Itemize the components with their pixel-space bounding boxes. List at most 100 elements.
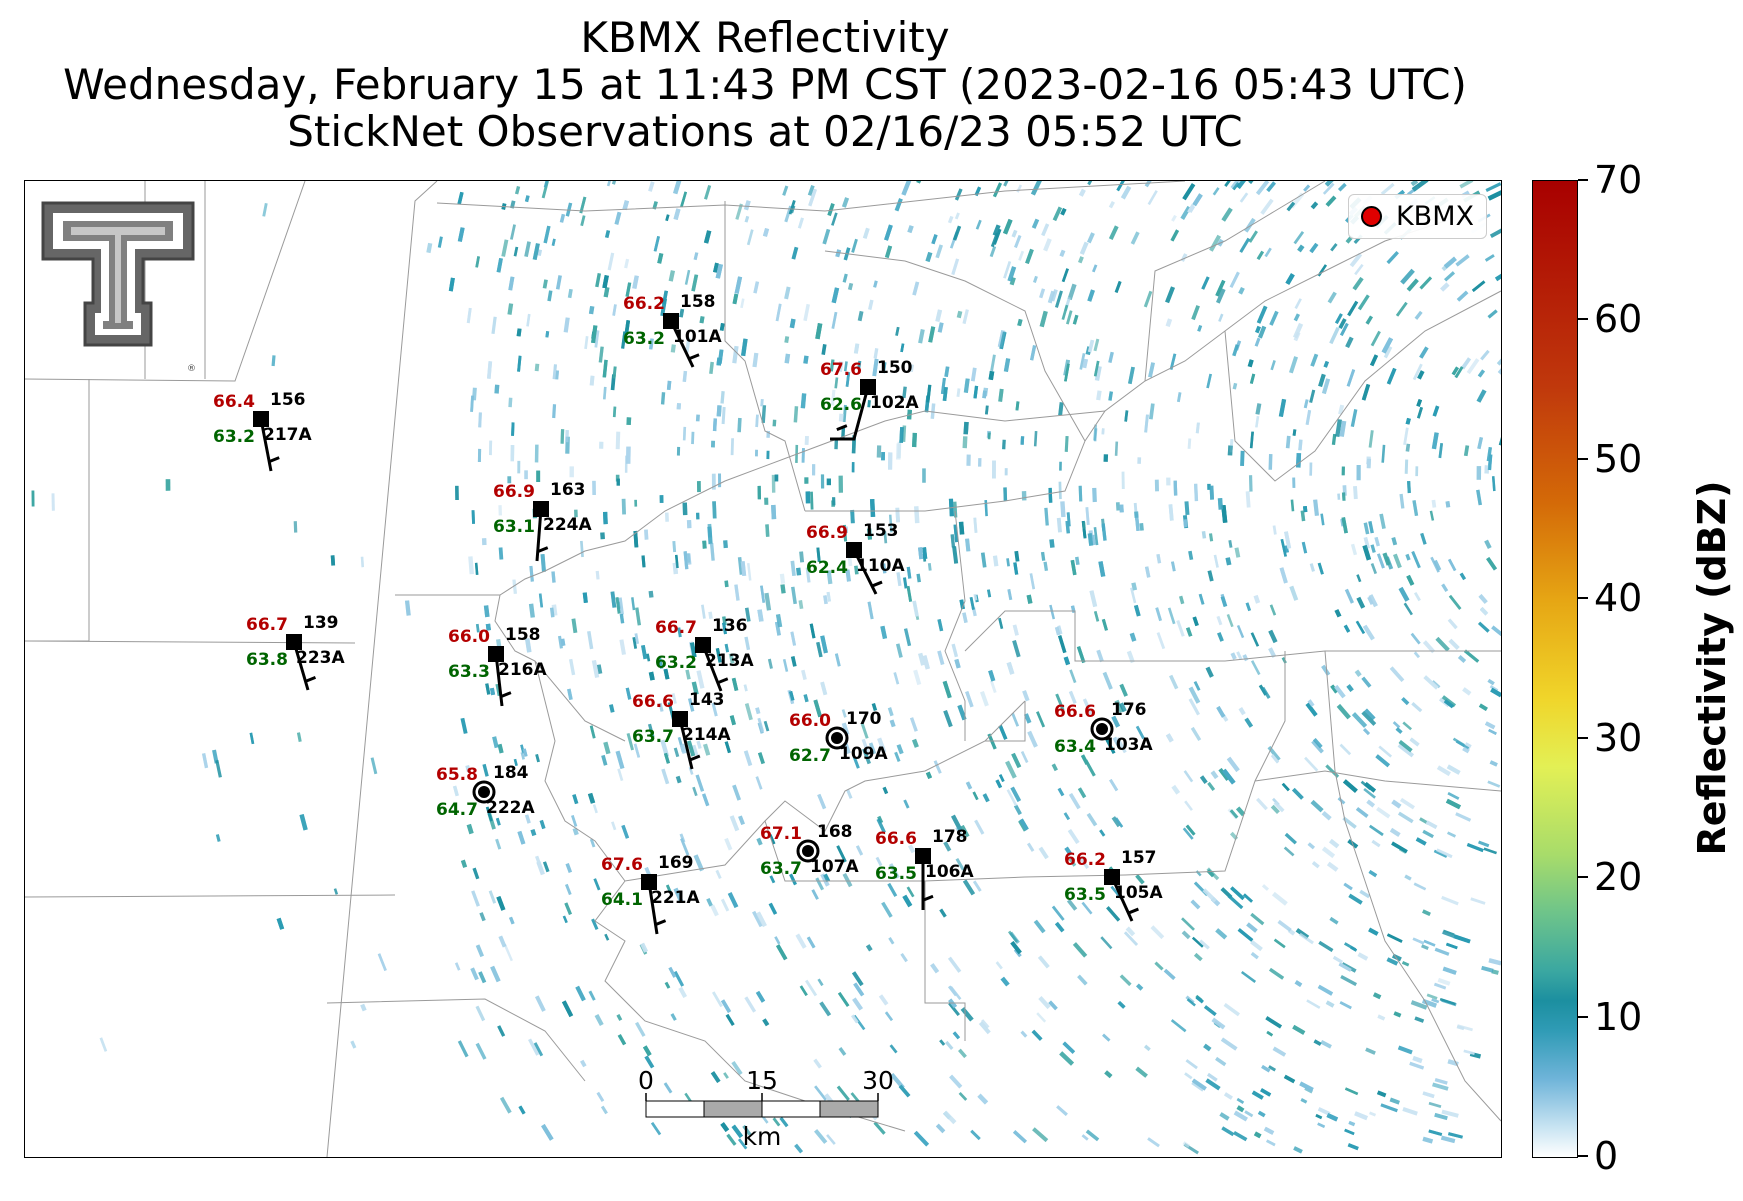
echo-gate [1344, 588, 1355, 604]
echo-gate [1273, 801, 1285, 813]
echo-gate [1027, 842, 1035, 852]
echo-gate [1490, 687, 1501, 698]
echo-gate [826, 478, 831, 486]
echo-gate [1289, 585, 1299, 601]
echo-gate [1421, 944, 1429, 950]
echo-gate [1094, 365, 1102, 381]
echo-gate [757, 717, 765, 733]
echo-gate [788, 690, 795, 701]
echo-gate [503, 943, 513, 962]
echo-gate [708, 611, 713, 619]
echo-gate [942, 386, 948, 402]
echo-gate [1323, 360, 1329, 368]
echo-gate [1020, 751, 1029, 764]
echo-gate [779, 573, 786, 584]
echo-gate [538, 593, 544, 608]
map-legend: KBMX [1347, 194, 1487, 239]
echo-gate [1190, 726, 1202, 742]
echo-gate [680, 743, 687, 754]
echo-gate [1143, 1044, 1151, 1052]
echo-gate [1068, 792, 1081, 810]
echo-gate [1059, 461, 1062, 471]
station-temperature: 66.0 [448, 627, 490, 647]
echo-gate [1425, 820, 1438, 830]
echo-gate [574, 509, 578, 518]
echo-gate [1317, 1122, 1326, 1129]
echo-gate [1038, 846, 1049, 860]
echo-gate [1114, 280, 1122, 293]
echo-gate [1082, 698, 1093, 716]
echo-gate [1453, 934, 1471, 944]
echo-gate [1067, 283, 1077, 301]
echo-gate [591, 918, 599, 930]
echo-gate [845, 569, 851, 582]
echo-gate [735, 203, 743, 220]
echo-gate [1477, 369, 1486, 378]
echo-gate [1185, 627, 1193, 637]
echo-gate [1498, 427, 1501, 446]
echo-gate [837, 361, 844, 372]
echo-gate [1221, 207, 1233, 222]
echo-gate [987, 432, 991, 440]
wind-barb [535, 508, 543, 562]
echo-gate [1365, 1047, 1376, 1055]
echo-gate [1307, 842, 1315, 850]
echo-gate [215, 759, 222, 778]
echo-gate [806, 936, 816, 949]
echo-gate [913, 669, 922, 686]
echo-gate [1406, 574, 1415, 586]
echo-gate [1261, 1064, 1271, 1073]
echo-gate [755, 776, 763, 790]
echo-gate [1335, 313, 1343, 324]
echo-gate [704, 185, 712, 200]
echo-gate [1104, 1070, 1113, 1079]
echo-gate [906, 566, 912, 579]
echo-gate [582, 592, 588, 604]
echo-gate [1085, 507, 1090, 525]
echo-gate [962, 436, 968, 449]
echo-gate [774, 474, 779, 482]
echo-gate [744, 215, 750, 223]
echo-gate [774, 621, 781, 636]
echo-gate [1361, 710, 1377, 726]
echo-gate [1341, 517, 1348, 534]
echo-gate [1283, 1074, 1296, 1084]
echo-gate [838, 1047, 847, 1056]
figure-title: KBMX Reflectivity Wednesday, February 15… [0, 14, 1530, 155]
echo-gate [1165, 733, 1174, 743]
echo-gate [701, 604, 706, 619]
echo-gate [1412, 1056, 1423, 1064]
station-pressure: 136 [712, 616, 748, 636]
echo-gate [1171, 214, 1177, 222]
echo-gate [937, 619, 944, 632]
echo-gate [1130, 587, 1137, 604]
echo-gate [1238, 707, 1246, 716]
colorbar-tick-label: 30 [1594, 715, 1643, 760]
echo-gate [895, 326, 900, 336]
echo-gate [533, 1042, 544, 1057]
echo-gate [970, 1129, 981, 1141]
title-line-3: StickNet Observations at 02/16/23 05:52 … [287, 107, 1243, 156]
echo-gate [743, 200, 751, 211]
echo-gate [1381, 337, 1394, 354]
echo-gate [1012, 1130, 1027, 1144]
station-dewpoint: 63.2 [623, 329, 665, 349]
echo-gate [1078, 188, 1086, 197]
echo-gate [713, 262, 719, 273]
echo-gate [1363, 787, 1376, 799]
echo-gate [1096, 390, 1102, 401]
echo-gate [1457, 655, 1467, 663]
echo-gate [765, 524, 770, 537]
echo-gate [729, 715, 736, 726]
echo-gate [977, 1093, 989, 1105]
echo-gate [1395, 727, 1403, 734]
echo-gate [1430, 556, 1440, 573]
echo-gate [1294, 980, 1303, 987]
echo-gate [731, 1060, 743, 1076]
echo-gate [1149, 403, 1155, 420]
echo-gate [1459, 572, 1467, 581]
echo-gate [808, 188, 817, 207]
echo-gate [587, 630, 594, 650]
